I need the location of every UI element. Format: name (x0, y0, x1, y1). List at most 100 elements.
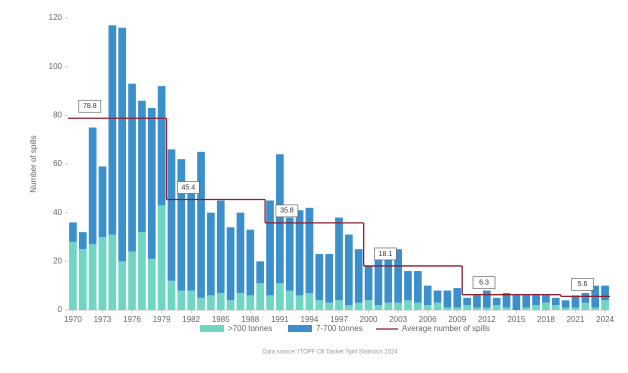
x-tick-label: 2018 (537, 315, 555, 324)
bar-segment (246, 229, 255, 296)
bar-segment (591, 307, 600, 310)
bar-segment (98, 237, 107, 310)
bar-segment (285, 290, 294, 310)
bar-segment (413, 271, 422, 303)
bar-segment (581, 302, 590, 310)
average-label: 35.8 (280, 208, 294, 215)
x-tick-label: 2003 (389, 315, 407, 324)
bar-segment (266, 200, 274, 296)
x-tick-label: 1988 (241, 315, 259, 324)
bar-segment (207, 295, 215, 310)
bar-segment (187, 290, 196, 310)
bar-segment (216, 200, 225, 293)
bar-segment (532, 305, 540, 310)
bar-segment (88, 127, 97, 245)
bar-segment (78, 249, 87, 310)
bar-segment (354, 249, 363, 303)
bar-segment (502, 292, 511, 308)
bar-segment (571, 307, 580, 310)
bar-segment (108, 234, 117, 310)
bar-segment (256, 283, 265, 310)
bar-segment (197, 297, 205, 310)
bar-segment (394, 302, 402, 310)
average-label-box (472, 276, 496, 289)
bar-segment (542, 302, 550, 310)
x-tick-label: 1997 (330, 315, 348, 324)
bar-segment (512, 295, 521, 310)
bar-segment (226, 227, 235, 301)
bar-segment (384, 249, 393, 303)
bar-segment (295, 295, 304, 310)
x-tick-label: 1985 (212, 315, 230, 324)
legend-label: 7-700 tonnes (316, 324, 363, 333)
bar-segment (482, 307, 491, 310)
bar-segment (157, 205, 166, 310)
legend-swatch (200, 325, 224, 332)
bar-segment (492, 305, 501, 310)
bar-segment (138, 100, 146, 233)
y-tick-label: 120 (49, 13, 63, 22)
y-axis-label: Number of spills (29, 135, 38, 192)
y-tick-label: 100 (49, 62, 63, 71)
x-tick-label: 2006 (419, 315, 437, 324)
bar-segment (177, 159, 186, 291)
bar-segment (118, 261, 127, 310)
bar-segment (601, 285, 609, 301)
bar-segment (423, 305, 432, 310)
bar-segment (256, 261, 265, 284)
bar-segment (394, 249, 402, 303)
bar-segment (453, 307, 462, 310)
bar-segment (443, 307, 452, 310)
bar-segment (335, 217, 343, 301)
bar-segment (236, 212, 245, 293)
average-label-box (78, 99, 102, 113)
y-tick-label: 60 (53, 159, 62, 168)
legend-label: >700 tonnes (228, 324, 272, 333)
x-tick-label: 1991 (271, 315, 289, 324)
average-label-box (177, 181, 200, 194)
bar-segment (374, 305, 383, 310)
bar-segment (118, 27, 127, 262)
bar-segment (187, 188, 196, 291)
bar-segment (551, 305, 560, 310)
legend-label: Average number of spills (402, 324, 490, 333)
bar-segment (226, 300, 235, 310)
bar-segment (542, 295, 550, 303)
x-tick-label: 1976 (123, 315, 141, 324)
bar-segment (354, 302, 363, 310)
bar-segment (404, 300, 412, 310)
bar-segment (345, 305, 353, 310)
y-tick-label: 80 (53, 110, 62, 119)
bar-segment (473, 307, 481, 310)
bar-segment (522, 295, 531, 308)
average-label: 78.8 (83, 103, 97, 110)
x-tick-label: 1979 (153, 315, 171, 324)
bar-segment (532, 295, 540, 306)
x-tick-label: 1973 (94, 315, 112, 324)
bar-segment (453, 288, 462, 308)
bar-segment (157, 86, 166, 206)
bar-segment (601, 300, 609, 310)
bar-segment (147, 258, 156, 310)
x-tick-label: 2000 (360, 315, 378, 324)
bar-segment (167, 280, 176, 310)
bar-segment (315, 300, 324, 310)
bar-segment (463, 297, 471, 306)
bar-segment (128, 83, 136, 252)
bar-segment (561, 300, 570, 308)
average-label: 18.1 (379, 251, 393, 258)
bar-segment (463, 305, 471, 310)
bar-segment (384, 302, 393, 310)
bar-segment (374, 254, 383, 306)
bar-segment (433, 290, 442, 303)
x-tick-label: 1970 (64, 315, 82, 324)
bar-segment (167, 149, 176, 281)
x-tick-label: 2012 (478, 315, 496, 324)
x-tick-label: 2015 (507, 315, 525, 324)
bar-segment (216, 292, 225, 310)
average-label-box (275, 204, 299, 218)
bar-segment (581, 292, 590, 303)
bar-segment (305, 207, 314, 293)
average-label: 45.4 (182, 184, 196, 191)
